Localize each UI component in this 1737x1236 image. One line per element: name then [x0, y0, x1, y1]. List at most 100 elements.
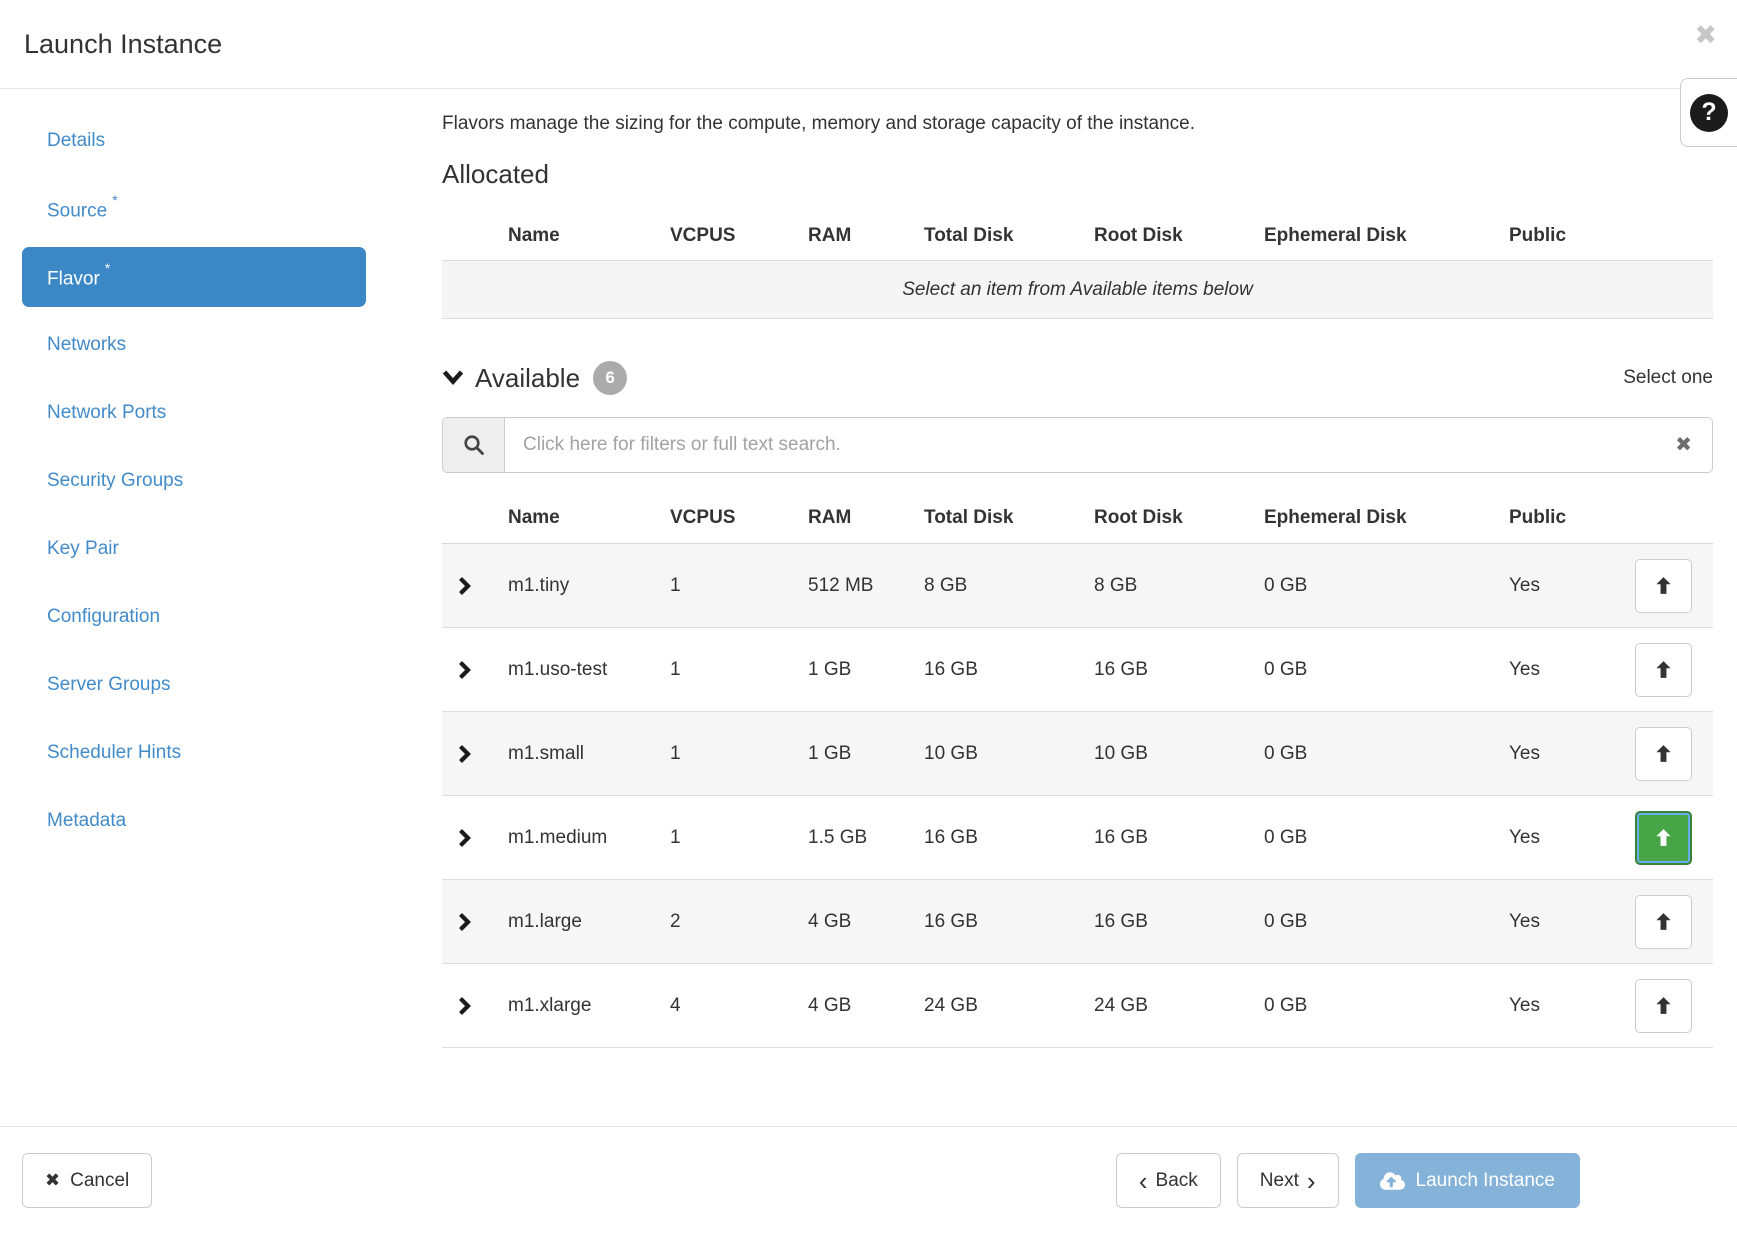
modal-header: Launch Instance ✖ — [0, 0, 1737, 89]
flavor-row: m1.large 2 4 GB 16 GB 16 GB 0 GB Yes — [442, 880, 1713, 964]
flavor-public: Yes — [1509, 658, 1540, 680]
flavor-root-disk: 8 GB — [1094, 574, 1138, 596]
flavor-ephemeral-disk: 0 GB — [1264, 994, 1308, 1016]
clear-search-icon[interactable]: ✖ — [1675, 434, 1692, 456]
flavor-ephemeral-disk: 0 GB — [1264, 658, 1308, 680]
wizard-step: Security Groups — [0, 447, 392, 515]
select-flavor-button[interactable] — [1635, 558, 1692, 613]
column-header: Root Disk — [1094, 507, 1183, 528]
available-section-header: Available 6 Select one — [442, 361, 1713, 395]
expand-row-icon[interactable] — [442, 996, 508, 1016]
column-header: Name — [508, 225, 560, 246]
flavor-ram: 4 GB — [808, 994, 852, 1016]
flavor-root-disk: 16 GB — [1094, 910, 1148, 932]
sidebar-item-metadata[interactable]: Metadata — [47, 810, 127, 831]
chevron-right-icon: › — [1306, 1165, 1316, 1196]
select-flavor-button[interactable] — [1635, 810, 1692, 865]
flavor-row: m1.tiny 1 512 MB 8 GB 8 GB 0 GB Yes — [442, 544, 1713, 628]
wizard-step: Flavor* — [0, 243, 392, 311]
flavor-name: m1.small — [508, 742, 585, 764]
select-flavor-button[interactable] — [1635, 726, 1692, 781]
modal-body: Details Source* Flavor* Networks Network… — [0, 89, 1737, 1126]
select-flavor-button[interactable] — [1635, 642, 1692, 697]
available-heading: Available — [475, 362, 581, 393]
sidebar-item-configuration[interactable]: Configuration — [47, 606, 161, 627]
flavor-ephemeral-disk: 0 GB — [1264, 910, 1308, 932]
search-input[interactable] — [505, 418, 1712, 472]
select-one-hint: Select one — [1623, 367, 1713, 388]
expand-row-icon[interactable] — [442, 828, 508, 848]
sidebar-item-security-groups[interactable]: Security Groups — [47, 470, 184, 491]
close-icon[interactable]: ✖ — [1694, 20, 1717, 50]
search-icon[interactable] — [443, 418, 505, 472]
column-header: RAM — [808, 507, 852, 528]
flavor-row: m1.medium 1 1.5 GB 16 GB 16 GB 0 GB Yes — [442, 796, 1713, 880]
x-icon: ✖ — [45, 1170, 61, 1190]
launch-instance-button[interactable]: Launch Instance — [1354, 1153, 1580, 1208]
arrow-up-icon — [1656, 745, 1671, 762]
flavor-ram: 1 GB — [808, 658, 852, 680]
flavor-ram: 4 GB — [808, 910, 852, 932]
column-header: Total Disk — [924, 507, 1014, 528]
modal-footer: ✖ Cancel ‹ Back Next › Launch Instance — [0, 1126, 1737, 1236]
flavor-total-disk: 10 GB — [924, 742, 978, 764]
allocated-heading: Allocated — [442, 159, 549, 189]
wizard-step: Key Pair — [0, 515, 392, 583]
flavor-ram: 1.5 GB — [808, 826, 868, 848]
select-flavor-button[interactable] — [1635, 978, 1692, 1033]
wizard-steps: Details Source* Flavor* Networks Network… — [0, 107, 392, 855]
flavor-vcpus: 1 — [670, 742, 681, 764]
expand-row-icon[interactable] — [442, 912, 508, 932]
next-button-label: Next — [1259, 1169, 1299, 1191]
expand-row-icon[interactable] — [442, 744, 508, 764]
column-header: Root Disk — [1094, 225, 1183, 246]
flavor-name: m1.xlarge — [508, 994, 592, 1016]
chevron-down-icon[interactable] — [442, 370, 464, 386]
step-description: Flavors manage the sizing for the comput… — [442, 113, 1195, 134]
expand-row-icon[interactable] — [442, 576, 508, 596]
flavor-ram: 512 MB — [808, 574, 874, 596]
wizard-sidebar: Details Source* Flavor* Networks Network… — [0, 89, 392, 1126]
sidebar-item-server-groups[interactable]: Server Groups — [47, 674, 171, 695]
column-header: VCPUS — [670, 507, 736, 528]
flavor-name: m1.tiny — [508, 574, 570, 596]
flavor-vcpus: 2 — [670, 910, 681, 932]
flavor-root-disk: 10 GB — [1094, 742, 1148, 764]
sidebar-item-details[interactable]: Details — [47, 130, 106, 151]
wizard-step: Details — [0, 107, 392, 175]
flavor-ram: 1 GB — [808, 742, 852, 764]
flavor-vcpus: 1 — [670, 826, 681, 848]
sidebar-item-flavor[interactable]: Flavor* — [22, 246, 366, 308]
flavor-public: Yes — [1509, 742, 1540, 764]
allocated-empty-message: Select an item from Available items belo… — [442, 260, 1713, 319]
footer-actions: ‹ Back Next › Launch Instance — [1115, 1153, 1580, 1208]
cancel-button[interactable]: ✖ Cancel — [22, 1153, 153, 1208]
flavor-total-disk: 16 GB — [924, 910, 978, 932]
flavor-name: m1.medium — [508, 826, 608, 848]
column-header: Ephemeral Disk — [1264, 225, 1407, 246]
select-flavor-button[interactable] — [1635, 894, 1692, 949]
arrow-up-icon — [1656, 577, 1671, 594]
sidebar-item-key-pair[interactable]: Key Pair — [47, 538, 119, 559]
column-header: Total Disk — [924, 225, 1014, 246]
wizard-step: Configuration — [0, 583, 392, 651]
help-button[interactable]: ? — [1680, 78, 1737, 147]
next-button[interactable]: Next › — [1236, 1153, 1339, 1208]
sidebar-item-source[interactable]: Source* — [47, 191, 118, 222]
flavor-name: m1.large — [508, 910, 582, 932]
column-header: Ephemeral Disk — [1264, 507, 1407, 528]
column-header: Public — [1509, 507, 1567, 528]
arrow-up-icon — [1656, 997, 1671, 1014]
flavor-row: m1.small 1 1 GB 10 GB 10 GB 0 GB Yes — [442, 712, 1713, 796]
flavor-ephemeral-disk: 0 GB — [1264, 574, 1308, 596]
flavor-total-disk: 24 GB — [924, 994, 978, 1016]
back-button[interactable]: ‹ Back — [1115, 1153, 1221, 1208]
column-header: Public — [1509, 225, 1567, 246]
flavor-public: Yes — [1509, 994, 1540, 1016]
sidebar-item-network-ports[interactable]: Network Ports — [47, 402, 167, 423]
expand-row-icon[interactable] — [442, 660, 508, 680]
sidebar-item-scheduler-hints[interactable]: Scheduler Hints — [47, 742, 182, 763]
sidebar-item-networks[interactable]: Networks — [47, 334, 127, 355]
available-table-body: m1.tiny 1 512 MB 8 GB 8 GB 0 GB Yes m1.u… — [442, 543, 1713, 1048]
